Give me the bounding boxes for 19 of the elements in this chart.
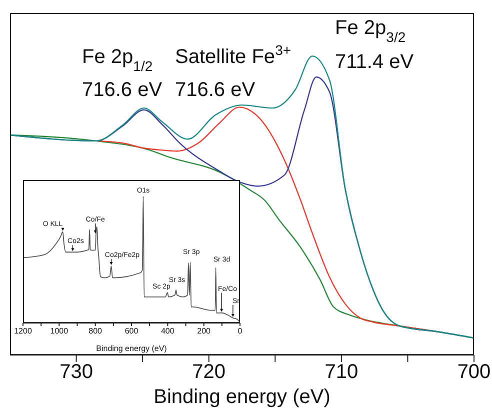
- annotation: 716.6 eV: [175, 79, 256, 101]
- x-tick-label: 600: [124, 326, 139, 336]
- x-tick-label: 730: [60, 361, 93, 384]
- annotation: Fe 2p$_{1/2}$: [82, 46, 153, 74]
- x-tick-label: 720: [192, 361, 226, 384]
- annotation: 711.4 eV: [335, 51, 414, 73]
- x-axis-title: Binding energy (eV): [96, 344, 168, 353]
- x-tick-label: 700: [457, 361, 491, 384]
- x-tick-label: 1200: [14, 326, 32, 336]
- text: Fe 2p$_{3/2}$: [335, 17, 406, 45]
- annotation: 716.6 eV: [82, 79, 163, 101]
- x-tick-label: 400: [160, 326, 175, 336]
- x-tick-label: 710: [324, 361, 358, 384]
- x-tick-label: 200: [197, 326, 212, 336]
- annotation: Satellite Fe$^{3+}$: [175, 42, 292, 68]
- x-tick-label: 0: [238, 326, 243, 336]
- x-tick-label: 1000: [50, 326, 69, 336]
- x-axis-title: Binding energy (eV): [154, 386, 330, 408]
- x-tick-label: 800: [88, 326, 103, 336]
